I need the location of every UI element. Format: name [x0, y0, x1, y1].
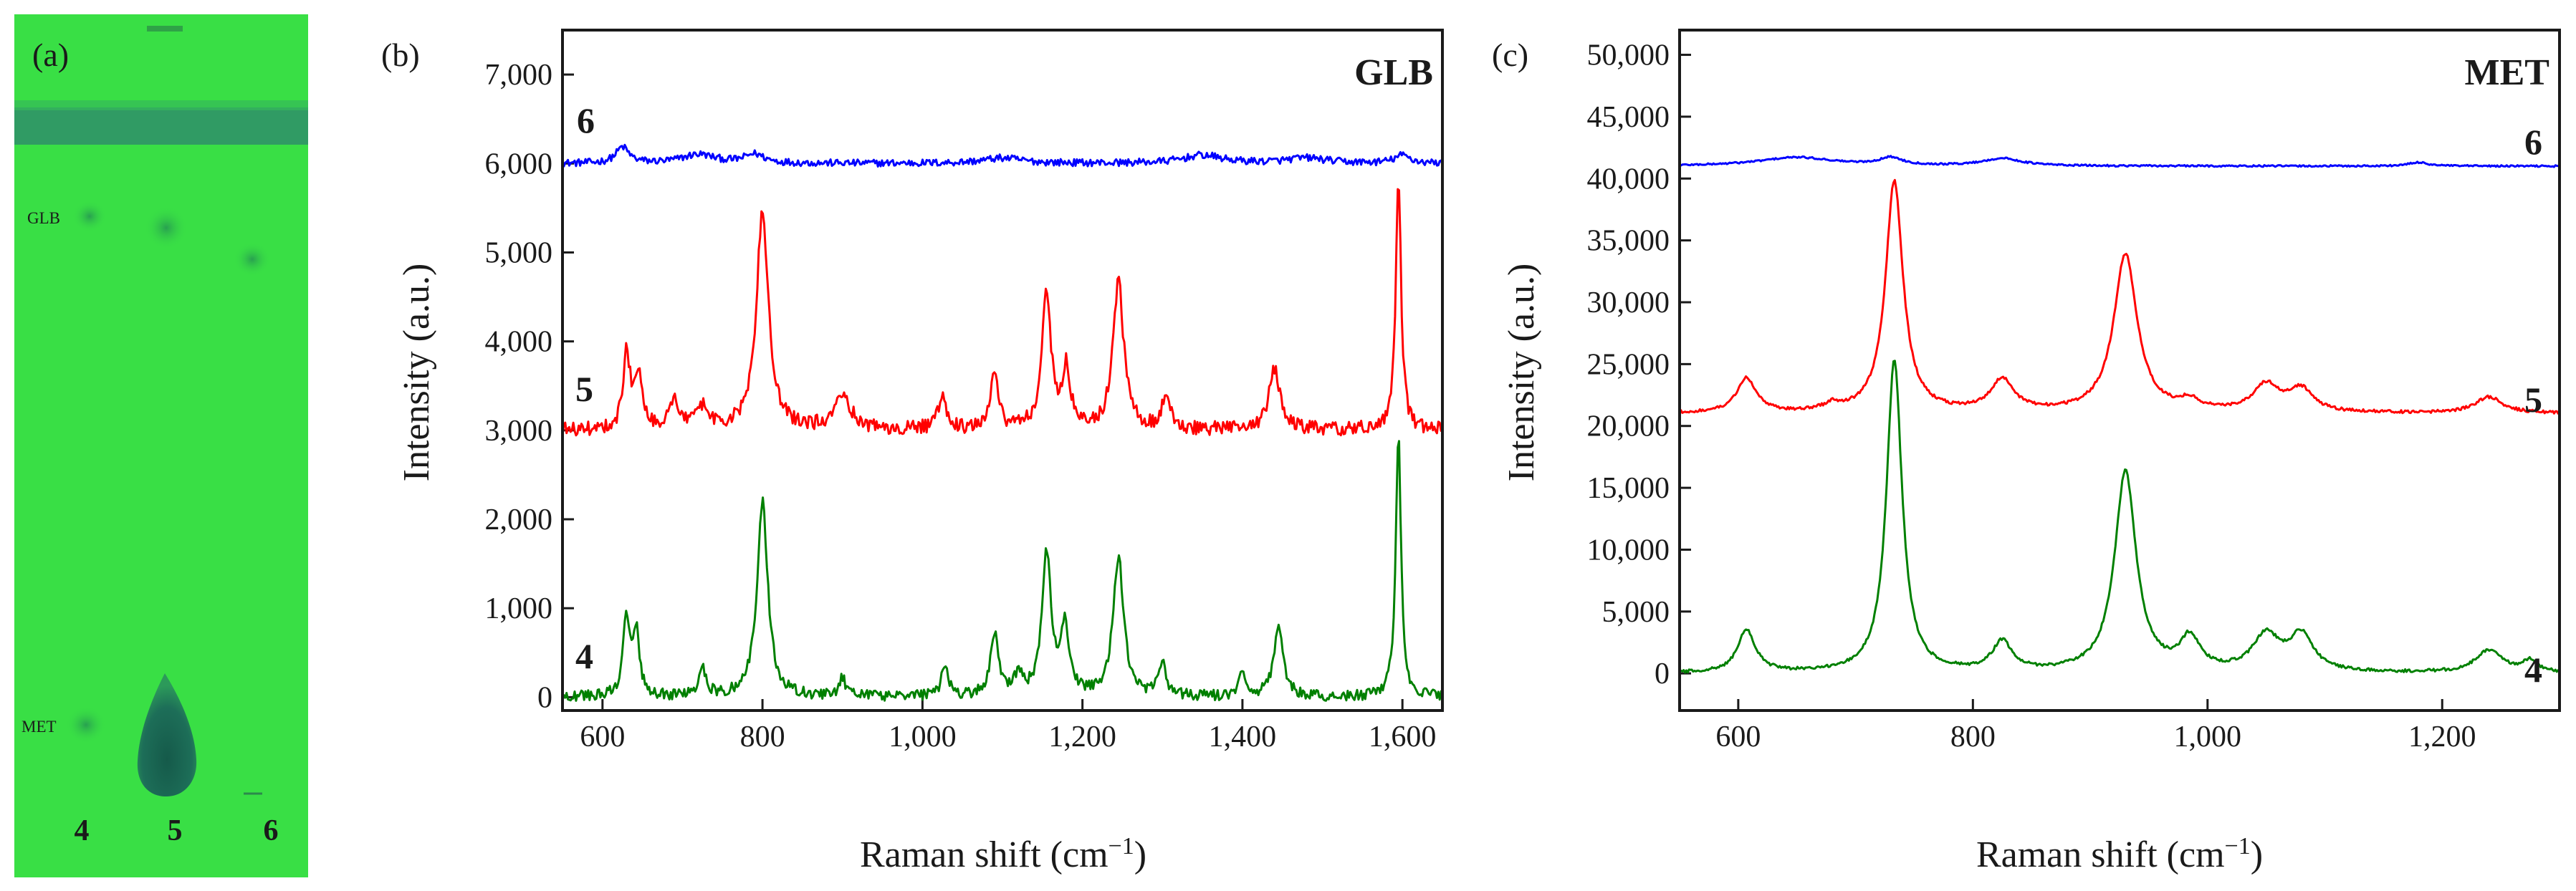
lane-label-5: 5 [168, 814, 183, 847]
panel-b-series-6-line [562, 143, 1444, 168]
panel-b-label: (b) [381, 37, 420, 73]
panel-c-ytick-label: 40,000 [1587, 163, 1670, 196]
tlc-label-glb: GLB [27, 209, 60, 227]
panel-b-ylabel: Intensity (a.u.) [396, 264, 437, 482]
panel-c-series-6-line [1679, 155, 2560, 168]
panel-c-series-4-line [1679, 360, 2561, 674]
panel-c-xtick-label: 1,000 [2174, 721, 2242, 753]
lane-label-6: 6 [264, 814, 279, 847]
panel-b-xtick-label: 1,400 [1209, 721, 1277, 753]
panel-b-ytick-label: 0 [537, 681, 552, 714]
panel-c-xtick-label: 600 [1715, 721, 1761, 753]
lane-label-4: 4 [75, 814, 90, 847]
panel-c-xtick-label: 800 [1950, 721, 1996, 753]
panel-c-ytick-label: 15,000 [1587, 472, 1670, 505]
panel-c-series-group [1679, 155, 2561, 674]
panel-a-label: (a) [32, 37, 69, 73]
glb-spot-lane-6 [234, 242, 271, 276]
panel-b-xlabel-sup: −1 [1109, 833, 1134, 859]
panel-c-tick-group: 600 800 1,000 1,200 0 5,000 10,000 15,000 20,000… [1587, 39, 2476, 753]
panel-b-xtick-label: 1,600 [1369, 721, 1437, 753]
panel-c-xlabel-sup: −1 [2225, 833, 2251, 859]
solvent-front-band [14, 107, 308, 145]
met-blob-lane-5 [137, 673, 197, 796]
panel-b-glb-spectra: (b) 600 800 1,000 1,200 1,400 1,600 0 1,000 2,00… [381, 29, 1444, 876]
panel-c-xlabel-end: ) [2251, 834, 2263, 875]
panel-b-ytick-label: 4,000 [485, 326, 553, 359]
panel-b-ytick-label: 7,000 [485, 59, 553, 92]
panel-b-plot-frame [561, 29, 1444, 712]
panel-b-xlabel-main: Raman shift (cm [860, 834, 1109, 875]
panel-c-ytick-label: 5,000 [1602, 596, 1670, 629]
panel-b-xtick-label: 1,000 [889, 721, 957, 753]
panel-c-series-5-line [1679, 178, 2560, 415]
panel-b-series-label-6: 6 [577, 100, 595, 140]
panel-c-ytick-label: 20,000 [1587, 410, 1670, 443]
panel-c-series-label-6: 6 [2524, 122, 2542, 162]
panel-b-series-group [561, 143, 1444, 702]
panel-c-series-label-5: 5 [2524, 380, 2542, 420]
panel-c-ytick-label: 10,000 [1587, 534, 1670, 567]
panel-b-ytick-label: 2,000 [485, 504, 553, 536]
panel-b-title: GLB [1354, 52, 1433, 93]
panel-c-ytick-label: 0 [1655, 658, 1670, 690]
panel-c-ytick-label: 30,000 [1587, 286, 1670, 319]
panel-c-xlabel-main: Raman shift (cm [1976, 834, 2225, 875]
met-spot-lane-4 [66, 706, 106, 743]
panel-c-ytick-label: 25,000 [1587, 348, 1670, 381]
panel-b-xtick-label: 800 [740, 721, 785, 753]
panel-c-ytick-label: 45,000 [1587, 101, 1670, 134]
panel-b-series-4-line [561, 440, 1444, 702]
panel-b-tick-group: 600 800 1,000 1,200 1,400 1,600 0 1,000 2,000 3,0… [485, 59, 1437, 753]
panel-b-ytick-label: 3,000 [485, 415, 553, 448]
solvent-front-band-edge [14, 100, 308, 110]
glb-spot-lane-5 [145, 206, 188, 249]
plate-top-mark [147, 26, 183, 32]
panel-c-ytick-label: 35,000 [1587, 225, 1670, 258]
panel-c-series-label-4: 4 [2524, 650, 2542, 690]
glb-spot-lane-4 [72, 201, 107, 232]
panel-b-xlabel: Raman shift (cm−1) [860, 833, 1146, 876]
panel-a-tlc-plate: (a) GLB MET 4 5 6 [14, 14, 308, 877]
panel-c-label: (c) [1492, 37, 1528, 73]
panel-c-met-spectra: (c) 600 800 1,000 1,200 0 5,000 10,000 15,000 20… [1492, 29, 2561, 876]
panel-b-series-5-line [561, 188, 1444, 437]
panel-b-xtick-label: 600 [580, 721, 625, 753]
panel-b-xtick-label: 1,200 [1048, 721, 1116, 753]
panel-b-ytick-label: 6,000 [485, 148, 553, 180]
panel-b-series-label-5: 5 [575, 369, 593, 409]
panel-b-xlabel-end: ) [1134, 834, 1146, 875]
panel-c-xlabel: Raman shift (cm−1) [1976, 833, 2263, 876]
panel-c-ytick-label: 50,000 [1587, 39, 1670, 72]
tlc-label-met: MET [21, 718, 57, 736]
panel-b-series-label-4: 4 [575, 636, 593, 676]
panel-b-ytick-label: 1,000 [485, 592, 553, 625]
panel-c-xtick-label: 1,200 [2408, 721, 2476, 753]
panel-c-ylabel: Intensity (a.u.) [1501, 264, 1542, 482]
panel-c-title: MET [2465, 52, 2549, 93]
panel-b-ytick-label: 5,000 [485, 236, 553, 269]
panel-c-plot-frame [1678, 29, 2561, 712]
